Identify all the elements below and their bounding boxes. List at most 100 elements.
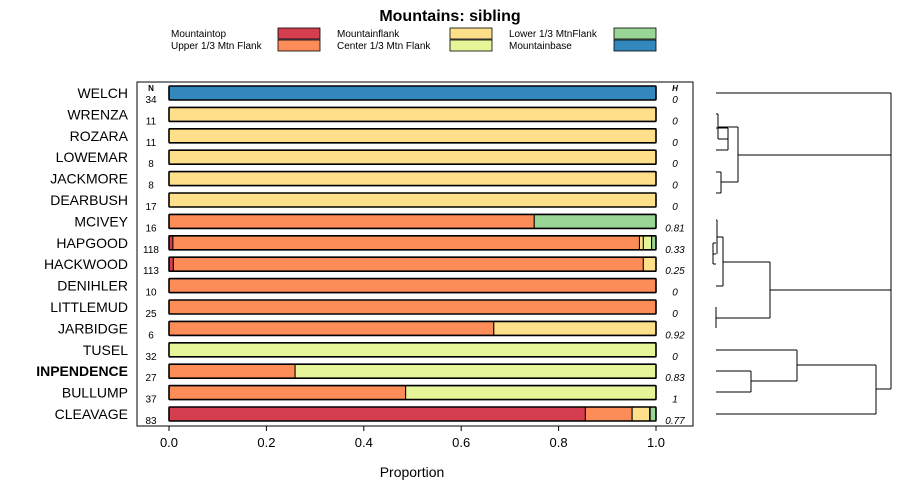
bar-outline xyxy=(168,341,657,358)
plot-frame xyxy=(136,81,694,427)
bar-segment xyxy=(168,299,657,315)
n-value: 25 xyxy=(145,309,157,320)
legend-swatch xyxy=(613,39,657,52)
category-label: JARBIDGE xyxy=(58,320,128,336)
category-label: DENIHLER xyxy=(57,278,128,294)
h-column-header: H xyxy=(672,84,678,93)
legend-swatch xyxy=(449,39,493,52)
h-value: 0 xyxy=(672,116,678,127)
bar-outline xyxy=(168,192,657,208)
category-label: LITTLEMUD xyxy=(50,299,128,315)
h-value: 0.81 xyxy=(665,223,684,234)
category-label: JACKMORE xyxy=(50,171,128,187)
category-label: BULLUMP xyxy=(62,385,128,401)
n-value: 16 xyxy=(145,223,157,234)
bar-segment xyxy=(168,149,657,165)
h-value: 0 xyxy=(672,181,678,192)
legend-swatch xyxy=(277,39,321,52)
category-label: INPENDENCE xyxy=(36,363,128,379)
bar-segment xyxy=(168,278,657,294)
bar-segment xyxy=(493,320,657,336)
bar-segment xyxy=(168,106,657,122)
bar-outline xyxy=(168,85,657,101)
bar-segment xyxy=(631,406,651,422)
bar-outline xyxy=(168,384,657,401)
bar-outline xyxy=(168,213,657,230)
n-value: 6 xyxy=(148,330,154,341)
h-value: 0 xyxy=(672,159,678,170)
h-value: 0 xyxy=(672,138,678,149)
bar-segment xyxy=(172,235,640,251)
x-tick-label: 1.0 xyxy=(647,435,665,450)
x-axis-label: Proportion xyxy=(380,464,445,480)
bar-outline xyxy=(168,170,657,187)
legend-label: Mountaintop xyxy=(171,29,226,40)
chart-title: Mountains: sibling xyxy=(379,8,520,25)
bar-segment xyxy=(168,385,407,401)
category-label: DEARBUSH xyxy=(50,192,128,208)
category-label: HAPGOOD xyxy=(56,235,128,251)
h-value: 1 xyxy=(672,395,678,406)
n-column-header: N xyxy=(148,84,154,93)
x-tick-label: 0.6 xyxy=(452,435,470,450)
category-label: TUSEL xyxy=(83,342,128,358)
bar-segment xyxy=(168,406,586,422)
bar-segment xyxy=(168,192,657,208)
n-value: 11 xyxy=(146,138,157,149)
h-value: 0 xyxy=(672,202,678,213)
n-value: 118 xyxy=(143,245,159,256)
legend-swatch xyxy=(613,27,657,40)
bar-segment xyxy=(172,256,644,272)
x-tick-label: 0.8 xyxy=(550,435,568,450)
bar-outline xyxy=(168,299,657,315)
bar-segment xyxy=(294,363,657,379)
h-value: 0.25 xyxy=(665,266,685,277)
bar-outline xyxy=(168,128,657,144)
dendrogram xyxy=(712,92,892,415)
category-label: LOWEMAR xyxy=(56,149,128,165)
legend-label: Lower 1/3 MtnFlank xyxy=(509,29,598,40)
bar-segment xyxy=(649,406,657,422)
bar-outline xyxy=(168,363,657,380)
h-value: 0.92 xyxy=(665,330,685,341)
legend-swatch xyxy=(277,27,321,40)
legend-label: Center 1/3 Mtn Flank xyxy=(337,41,431,52)
category-label: HACKWOOD xyxy=(44,256,128,272)
legend-label: Upper 1/3 Mtn Flank xyxy=(171,41,263,52)
n-value: 17 xyxy=(145,202,157,213)
legend-swatch xyxy=(449,27,493,40)
bar-segment xyxy=(642,256,657,272)
bar-outline xyxy=(168,406,657,422)
bar-outline xyxy=(168,106,657,123)
legend-label: Mountainbase xyxy=(509,41,572,52)
n-value: 27 xyxy=(145,373,157,384)
h-value: 0 xyxy=(672,95,678,106)
n-value: 32 xyxy=(145,352,157,363)
bar-segment xyxy=(533,213,657,229)
bar-outline xyxy=(168,149,657,165)
n-value: 113 xyxy=(143,266,159,277)
legend-label: Mountainflank xyxy=(337,29,400,40)
bar-segment xyxy=(168,171,657,187)
category-label: ROZARA xyxy=(70,128,129,144)
bar-segment xyxy=(642,235,653,251)
n-value: 10 xyxy=(145,288,157,299)
n-value: 34 xyxy=(145,95,157,106)
bar-outline xyxy=(168,320,657,337)
x-tick-label: 0.4 xyxy=(355,435,373,450)
h-value: 0.77 xyxy=(665,416,685,427)
bar-segment xyxy=(584,406,633,422)
h-value: 0 xyxy=(672,288,678,299)
n-value: 8 xyxy=(148,181,154,192)
h-value: 0.83 xyxy=(665,373,685,384)
category-label: WRENZA xyxy=(67,106,128,122)
n-value: 8 xyxy=(148,159,154,170)
bar-segment xyxy=(168,363,296,379)
bar-outline xyxy=(168,277,657,294)
x-tick-label: 0.2 xyxy=(257,435,275,450)
bar-segment xyxy=(638,235,644,251)
category-label: MCIVEY xyxy=(74,213,128,229)
